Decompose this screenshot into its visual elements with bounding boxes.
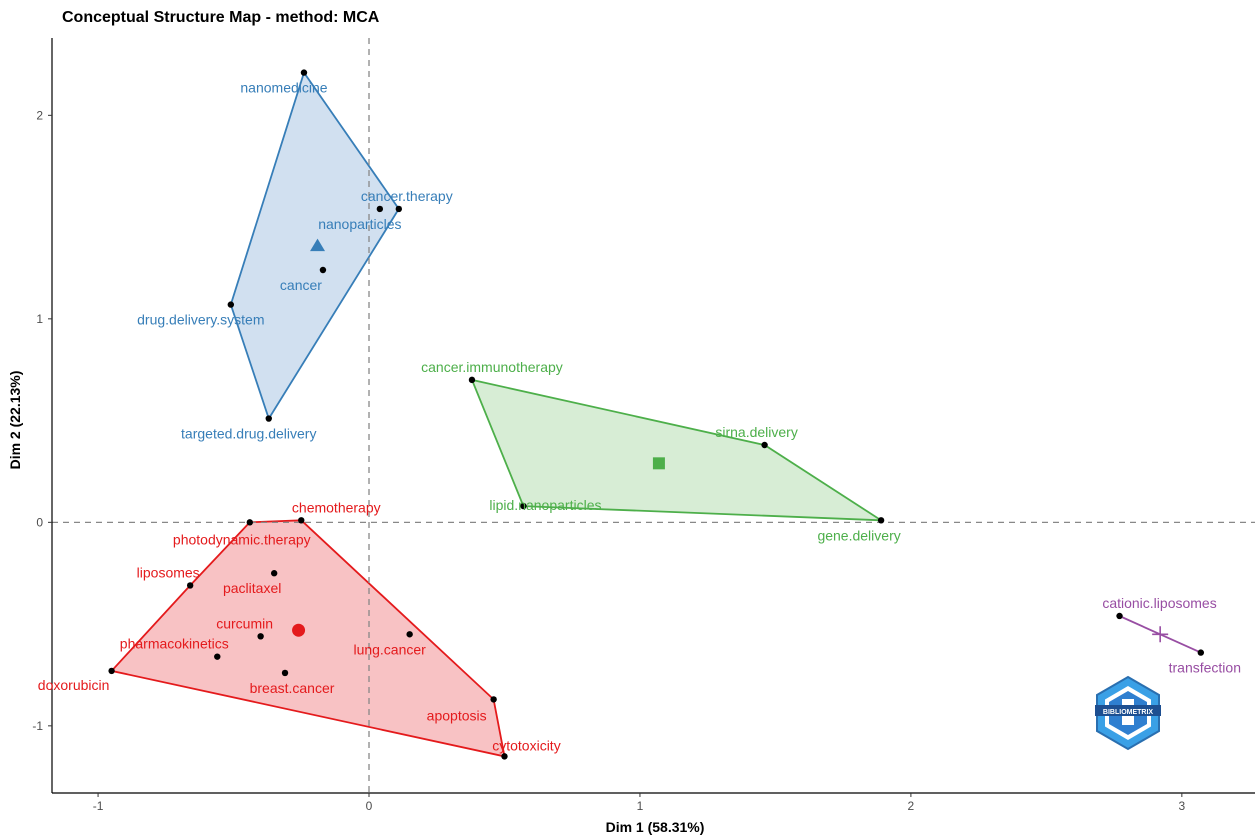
data-points bbox=[108, 69, 1205, 760]
cluster-centroids bbox=[292, 238, 1169, 643]
point-lung-cancer bbox=[406, 631, 413, 638]
label-cancer: cancer bbox=[280, 277, 322, 293]
chart-title: Conceptual Structure Map - method: MCA bbox=[62, 9, 380, 26]
x-tick-label: 1 bbox=[637, 799, 644, 813]
label-cancer-therapy: cancer.therapy bbox=[361, 188, 453, 204]
point-nanomedicine bbox=[300, 69, 308, 76]
x-tick-label: -1 bbox=[93, 799, 104, 813]
label-paclitaxel: paclitaxel bbox=[223, 580, 281, 596]
label-cationic-liposomes: cationic.liposomes bbox=[1102, 595, 1216, 611]
x-tick-label: 0 bbox=[366, 799, 373, 813]
point-liposomes bbox=[186, 582, 194, 589]
point-nanoparticles bbox=[376, 205, 384, 213]
label-breast-cancer: breast.cancer bbox=[250, 680, 335, 696]
y-axis-title: Dim 2 (22.13%) bbox=[7, 371, 23, 470]
label-nanoparticles: nanoparticles bbox=[318, 216, 401, 232]
point-cytotoxicity bbox=[501, 753, 508, 760]
point-sirna-delivery bbox=[761, 441, 768, 449]
label-pharmacokinetics: pharmacokinetics bbox=[120, 636, 229, 652]
label-gene-delivery: gene.delivery bbox=[817, 527, 900, 543]
point-transfection bbox=[1197, 649, 1205, 656]
point-apoptosis bbox=[490, 696, 497, 703]
label-liposomes: liposomes bbox=[137, 564, 200, 580]
label-chemotherapy: chemotherapy bbox=[292, 499, 381, 515]
label-sirna-delivery: sirna.delivery bbox=[715, 424, 797, 440]
point-labels: nanomedicine cancer.therapy nanoparticles c… bbox=[38, 80, 1241, 754]
point-curcumin bbox=[257, 633, 264, 640]
label-apoptosis: apoptosis bbox=[427, 707, 487, 723]
y-tick-label: 0 bbox=[36, 515, 43, 529]
point-breast-cancer bbox=[281, 669, 289, 677]
point-cancer bbox=[319, 266, 327, 274]
label-curcumin: curcumin bbox=[216, 615, 273, 631]
label-transfection: transfection bbox=[1169, 660, 1241, 676]
bibliometrix-logo: BIBLIOMETRIX bbox=[1095, 675, 1161, 751]
point-chemotherapy bbox=[298, 517, 305, 524]
label-targeted-drug-delivery: targeted.drug.delivery bbox=[181, 426, 316, 442]
label-photodynamic-therapy: photodynamic.therapy bbox=[173, 531, 311, 547]
label-cancer-immunotherapy: cancer.immunotherapy bbox=[421, 359, 563, 375]
cluster-hulls bbox=[109, 70, 1202, 758]
y-tick-label: 2 bbox=[36, 108, 43, 122]
label-lipid-nanoparticles: lipid.nanoparticles bbox=[489, 497, 601, 513]
point-paclitaxel bbox=[270, 570, 278, 577]
cluster-4-centroid bbox=[1152, 626, 1169, 643]
label-cytotoxicity: cytotoxicity bbox=[492, 737, 560, 753]
point-cationic-liposomes bbox=[1116, 612, 1123, 620]
x-tick-label: 2 bbox=[908, 799, 915, 813]
point-drug-delivery-system bbox=[227, 301, 235, 308]
cluster-1-centroid bbox=[310, 238, 326, 252]
x-axis-title: Dim 1 (58.31%) bbox=[606, 819, 705, 835]
y-tick-label: -1 bbox=[32, 719, 43, 733]
logo-banner bbox=[1095, 705, 1161, 716]
axes: -1 0 1 2 3 -1 0 1 2 bbox=[32, 38, 1255, 813]
point-lipid-nanoparticles bbox=[520, 502, 527, 510]
label-nanomedicine: nanomedicine bbox=[240, 80, 327, 96]
y-tick-label: 1 bbox=[36, 312, 43, 326]
cluster-2-centroid bbox=[652, 457, 665, 470]
label-lung-cancer: lung.cancer bbox=[353, 641, 426, 657]
cluster-3-centroid bbox=[292, 623, 306, 637]
logo-text: BIBLIOMETRIX bbox=[1103, 709, 1153, 716]
point-pharmacokinetics bbox=[214, 653, 221, 660]
point-gene-delivery bbox=[877, 517, 885, 524]
point-cancer-immunotherapy bbox=[468, 376, 476, 384]
point-cancer-therapy bbox=[395, 205, 403, 213]
point-doxorubicin bbox=[108, 667, 115, 675]
point-photodynamic-therapy bbox=[246, 519, 253, 526]
label-doxorubicin: doxorubicin bbox=[38, 677, 110, 693]
label-drug-delivery-system: drug.delivery.system bbox=[137, 312, 264, 328]
point-targeted-drug-delivery bbox=[265, 415, 272, 422]
x-tick-label: 3 bbox=[1179, 799, 1186, 813]
